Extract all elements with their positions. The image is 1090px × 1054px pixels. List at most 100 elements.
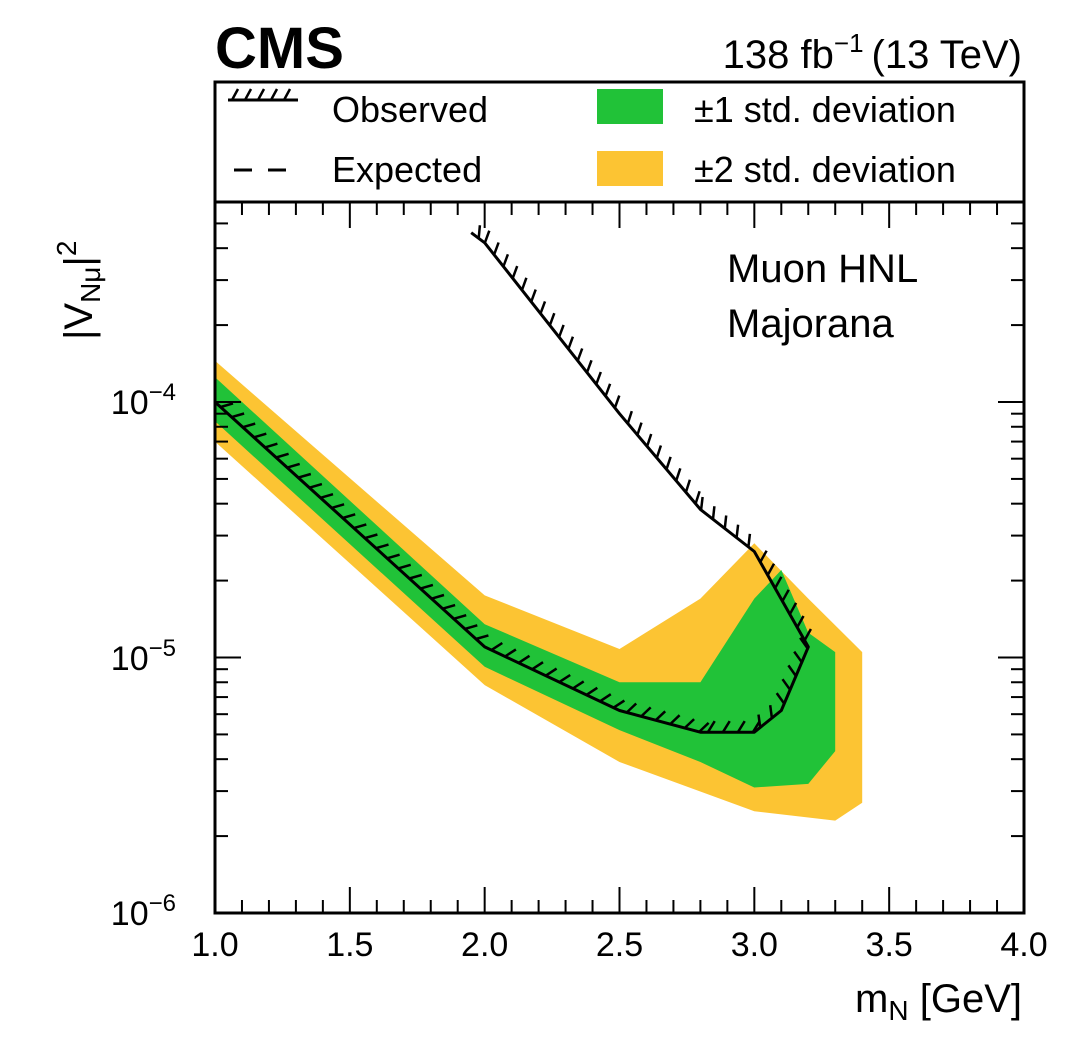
y-tick-label-1e-5: 10−5 xyxy=(111,635,176,678)
observed-hatch xyxy=(683,718,695,729)
observed-hatch xyxy=(253,432,267,439)
legend-band1-label: ±1 std. deviation xyxy=(694,89,956,130)
observed-hatch xyxy=(477,225,482,239)
observed-hatch xyxy=(567,336,575,350)
observed-hatch xyxy=(669,714,681,726)
observed-hatch xyxy=(654,710,667,722)
annotation-line2: Majorana xyxy=(727,302,895,346)
y-tick-label-1e-4: 10−4 xyxy=(111,379,176,422)
observed-hatch xyxy=(774,576,783,589)
legend-observed-label: Observed xyxy=(332,89,488,130)
observed-hatch xyxy=(585,359,593,373)
legend-band2-label: ±2 std. deviation xyxy=(694,149,956,190)
observed-hatch xyxy=(585,686,598,696)
observed-hatch xyxy=(531,661,544,671)
x-tick-label: 2.0 xyxy=(461,926,508,964)
observed-hatch xyxy=(626,410,633,424)
observed-hatch xyxy=(309,482,323,489)
x-tick-label: 3.5 xyxy=(866,926,913,964)
annotation-line1: Muon HNL xyxy=(727,247,918,291)
legend-expected-label: Expected xyxy=(332,149,482,190)
observed-hatch xyxy=(375,543,389,550)
observed-hatch xyxy=(698,721,710,733)
observed-hatch xyxy=(331,503,345,510)
observed-hatch xyxy=(397,563,412,570)
observed-hatch xyxy=(655,445,663,459)
observed-hatch xyxy=(264,442,278,449)
observed-hatch xyxy=(604,383,612,397)
x-axis-title: mN [GeV] xyxy=(855,977,1022,1026)
observed-hatch xyxy=(723,515,728,529)
observed-hatch xyxy=(645,433,653,447)
observed-hatch xyxy=(231,412,245,419)
observed-hatch xyxy=(747,533,752,548)
observed-hatch xyxy=(613,395,621,409)
observed-hatch xyxy=(545,667,558,677)
experiment-label: CMS xyxy=(215,16,344,81)
observed-hatch xyxy=(511,265,519,279)
observed-hatch xyxy=(595,371,602,385)
observed-hatch xyxy=(636,422,643,436)
observed-hatch xyxy=(558,673,571,684)
observed-hatch xyxy=(386,553,400,560)
observed-hatch xyxy=(453,613,467,621)
y-axis-ticks xyxy=(215,222,1024,914)
observed-hatch xyxy=(612,699,626,709)
observed-hatch xyxy=(735,524,740,538)
y-tick-labels: 10−6 10−5 10−4 xyxy=(111,379,176,933)
observed-hatch xyxy=(504,648,517,658)
observed-hatch xyxy=(483,230,491,244)
observed-line xyxy=(215,231,810,734)
luminosity-label: 138 fb−1 (13 TeV) xyxy=(723,28,1022,77)
observed-hatch xyxy=(781,589,790,602)
observed-hatch xyxy=(706,720,716,733)
observed-hatch xyxy=(803,628,812,642)
observed-hatch xyxy=(736,720,746,733)
observed-hatch xyxy=(572,680,585,690)
observed-hatch xyxy=(442,603,456,610)
observed-hatch xyxy=(796,615,805,628)
x-tick-label: 1.5 xyxy=(326,926,373,964)
observed-hatch xyxy=(342,513,356,520)
observed-hatch xyxy=(353,523,367,530)
observed-hatch xyxy=(640,706,652,718)
observed-hatch xyxy=(517,654,531,664)
legend-band2-swatch xyxy=(597,151,663,186)
observed-hatch xyxy=(699,496,704,511)
observed-hatch xyxy=(502,253,510,267)
x-axis-ticks: 1.0 1.5 2.0 2.5 3.0 3.5 4.0 xyxy=(191,202,1048,964)
y-axis-title: |VNμ|2 xyxy=(51,241,106,340)
observed-hatch xyxy=(242,422,256,429)
observed-hatch xyxy=(320,492,334,500)
observed-hatch xyxy=(787,664,797,677)
observed-hatch xyxy=(539,300,547,315)
observed-hatch xyxy=(793,650,803,663)
observed-hatch xyxy=(759,550,768,563)
observed-hatch xyxy=(490,641,503,652)
observed-hatch xyxy=(775,692,786,705)
observed-hatch xyxy=(599,693,612,703)
observed-curve xyxy=(215,225,812,734)
observed-hatch xyxy=(431,593,445,600)
observed-hatch xyxy=(297,472,312,479)
observed-hatch xyxy=(530,289,537,303)
observed-hatch xyxy=(711,506,716,520)
observed-hatch xyxy=(684,479,692,493)
legend-observed-symbol xyxy=(228,88,298,102)
observed-hatch xyxy=(420,583,434,590)
observed-hatch xyxy=(694,490,701,504)
observed-hatch xyxy=(548,312,556,326)
observed-hatch xyxy=(799,637,809,650)
observed-hatch xyxy=(665,456,672,470)
x-tick-label: 1.0 xyxy=(191,926,238,964)
observed-hatch xyxy=(768,705,774,719)
observed-hatch xyxy=(408,573,423,580)
observed-hatch xyxy=(557,324,565,338)
observed-hatch xyxy=(464,624,478,631)
legend: Observed Expected ±1 std. deviation ±2 s… xyxy=(228,88,956,190)
observed-hatch xyxy=(520,277,528,291)
y-tick-label-1e-6: 10−6 xyxy=(111,890,176,933)
x-tick-label: 4.0 xyxy=(1000,926,1047,964)
observed-hatch xyxy=(576,348,584,362)
band-1sigma xyxy=(215,377,836,788)
